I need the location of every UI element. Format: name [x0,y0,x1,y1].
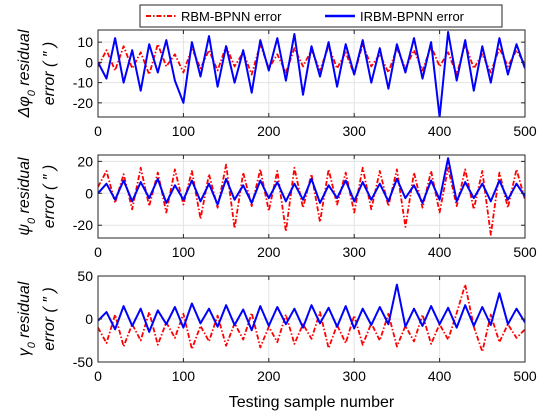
x-tick-label: 200 [257,123,281,139]
y-axis-label: Δφ0 residual [16,29,38,118]
x-tick-label: 0 [94,123,102,139]
series-line-rbm-bpnn-error [98,163,525,236]
legend: RBM-BPNN error IRBM-BPNN error [139,4,503,28]
y-tick-label: -20 [73,95,93,111]
legend-label: RBM-BPNN error [181,9,282,24]
y-tick-label: 10 [77,34,93,50]
x-tick-label: 500 [513,368,537,384]
x-tick-label: 300 [343,244,367,260]
x-axis-label: Testing sample number [229,394,395,411]
y-tick-label: 0 [85,185,93,201]
series-line-irbm-bpnn-error [98,283,525,333]
subplot-1: 0 100 200 300 400 500 -20 -10 0 10 Δφ0 residual err… [16,4,537,139]
x-tick-label: 400 [428,244,452,260]
x-tick-label: 0 [94,244,102,260]
x-tick-label: 0 [94,368,102,384]
y-axis-label-line2: error ( ″ ) [41,287,58,350]
axes-frame [97,29,526,118]
x-tick-label: 500 [513,244,537,260]
x-tick-label: 200 [257,244,281,260]
series-group [98,157,525,236]
series-group [98,31,525,117]
y-axis-label-line2: error ( ″ ) [41,165,58,228]
x-tick-label: 400 [428,123,452,139]
y-tick-label: -20 [73,217,93,233]
x-tick-label: 200 [257,368,281,384]
series-line-irbm-bpnn-error [98,31,525,117]
y-axis-label-line2: error ( ″ ) [41,42,58,105]
y-tick-label: -50 [73,354,93,370]
x-tick-label: 300 [343,123,367,139]
y-axis-label: γ0 residual [16,281,38,356]
x-tick-label: 100 [172,244,196,260]
y-tick-label: 50 [77,268,93,284]
y-tick-label: 0 [85,54,93,70]
y-axis-label: ψ0 residual [16,157,38,236]
x-tick-label: 500 [513,123,537,139]
y-tick-label: 0 [85,311,93,327]
x-tick-label: 100 [172,123,196,139]
x-tick-label: 100 [172,368,196,384]
x-tick-label: 300 [343,368,367,384]
x-tick-label: 400 [428,368,452,384]
y-tick-label: -10 [73,75,93,91]
legend-box [139,4,503,28]
series-group [98,283,525,353]
y-tick-label: 20 [77,153,93,169]
axes-frame [97,154,526,239]
legend-label: IRBM-BPNN error [360,9,465,24]
series-line-irbm-bpnn-error [98,157,525,206]
